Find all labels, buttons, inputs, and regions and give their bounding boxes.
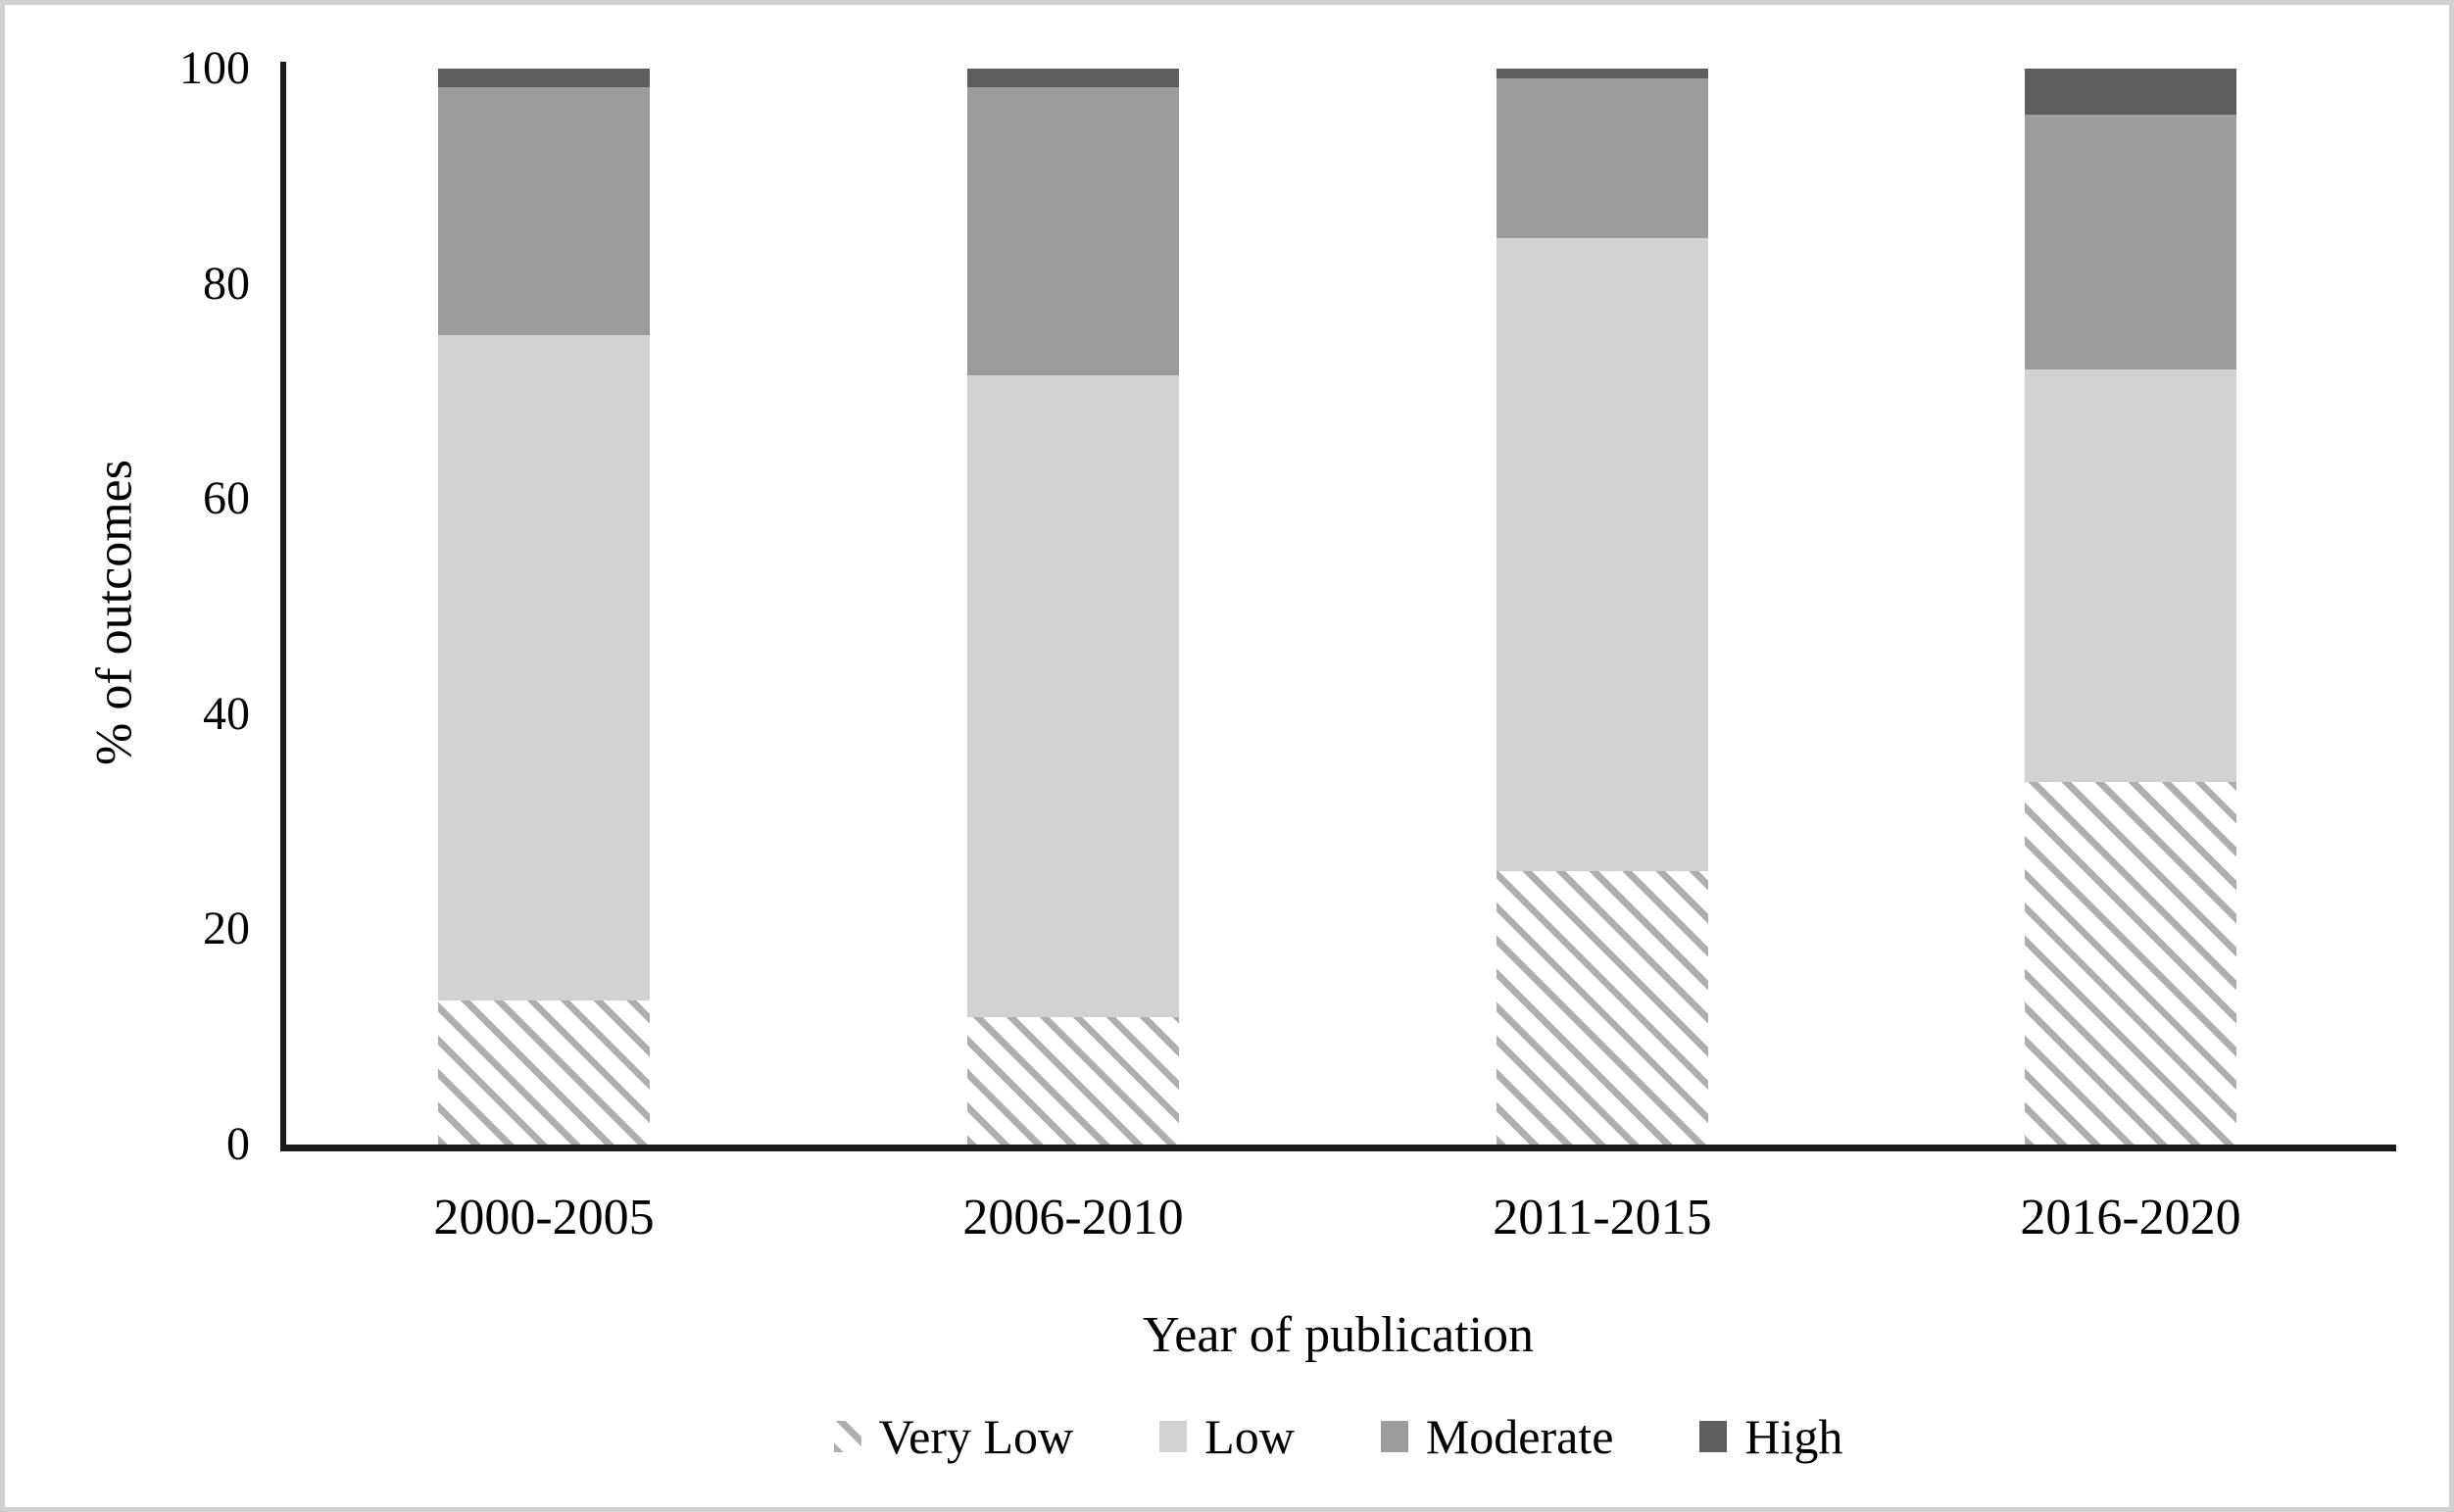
bar-2011-2015-segment-very-low [1497, 871, 1708, 1145]
y-tick-label-80: 80 [203, 257, 250, 310]
bar-2000-2005-segment-high [438, 69, 650, 87]
bar-2006-2010-segment-high [967, 69, 1179, 87]
plot-area: 2000-2005 2006-2010 2011-2015 2016-2020 0 20 4… [5, 5, 2449, 1507]
y-tick-label-40: 40 [203, 687, 250, 740]
legend-item-moderate: Moderate [1380, 1409, 1614, 1464]
x-tick-label-2016-2020: 2016-2020 [2020, 1190, 2241, 1245]
bar-2011-2015-segment-low [1497, 238, 1708, 872]
x-axis-line [280, 1145, 2396, 1151]
bar-2006-2010-segment-moderate [967, 86, 1179, 375]
legend-label-moderate: Moderate [1425, 1409, 1614, 1464]
x-tick-label-2006-2010: 2006-2010 [962, 1190, 1184, 1245]
y-axis-line [280, 62, 286, 1151]
bar-2016-2020-segment-high [2025, 69, 2236, 116]
bar-2000-2005-segment-very-low [438, 1000, 650, 1145]
bar-2006-2010-segment-low [967, 374, 1179, 1018]
bar-2016-2020-segment-moderate [2025, 115, 2236, 370]
bar-2006-2010-segment-very-low [967, 1017, 1179, 1145]
legend-label-high: High [1744, 1409, 1843, 1464]
legend-item-low: Low [1159, 1412, 1295, 1461]
legend-swatch-moderate [1380, 1421, 1408, 1452]
legend-item-very-low: Very Low [833, 1409, 1074, 1464]
legend-label-very-low: Very Low [878, 1409, 1074, 1464]
legend-swatch-low [1159, 1421, 1188, 1452]
x-axis-title: Year of publication [1142, 1307, 1535, 1363]
bar-2011-2015-segment-high [1497, 69, 1708, 78]
bar-2000-2005-segment-low [438, 335, 650, 1000]
y-tick-label-0: 0 [226, 1118, 250, 1170]
bar-2016-2020-segment-very-low [2025, 781, 2236, 1145]
legend-swatch-very-low [833, 1421, 861, 1452]
y-tick-label-20: 20 [203, 902, 250, 955]
x-tick-label-2000-2005: 2000-2005 [433, 1190, 655, 1245]
x-tick-label-2011-2015: 2011-2015 [1493, 1190, 1712, 1245]
y-tick-label-100: 100 [179, 42, 250, 94]
bar-2000-2005-segment-moderate [438, 86, 650, 336]
legend: Very Low Low Moderate High [280, 1412, 2396, 1461]
bar-2016-2020-segment-low [2025, 369, 2236, 782]
legend-item-high: High [1699, 1412, 1842, 1461]
bar-2011-2015-segment-moderate [1497, 77, 1708, 239]
legend-label-low: Low [1204, 1409, 1295, 1464]
y-tick-label-60: 60 [203, 472, 250, 525]
legend-swatch-high [1699, 1421, 1728, 1452]
